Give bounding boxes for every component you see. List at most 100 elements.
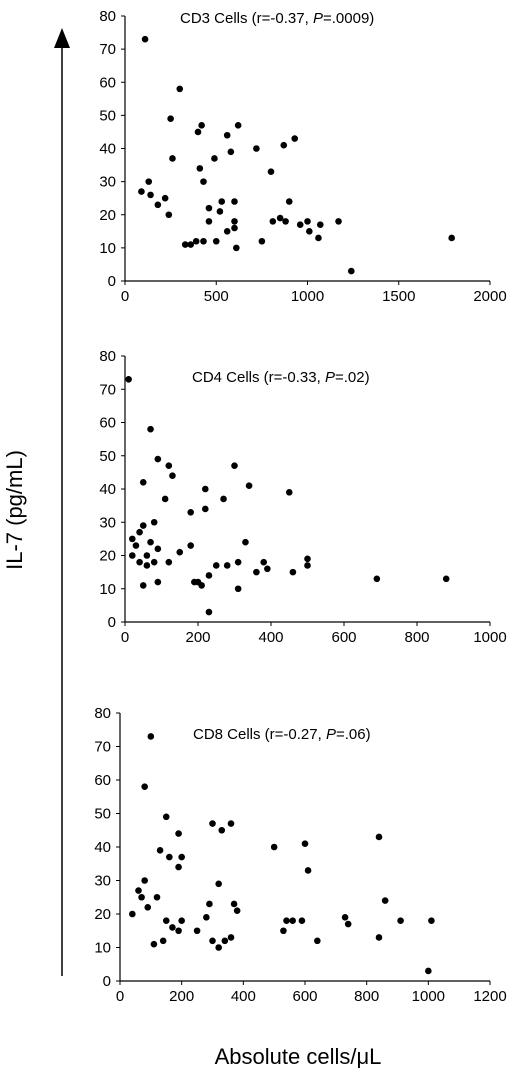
y-tick-label: 70 bbox=[99, 41, 116, 58]
data-point bbox=[167, 115, 174, 122]
data-point bbox=[215, 880, 222, 888]
y-tick-label: 30 bbox=[99, 514, 116, 531]
data-point bbox=[169, 155, 176, 162]
data-point bbox=[276, 214, 284, 222]
data-point bbox=[129, 535, 136, 543]
y-tick-label: 20 bbox=[94, 906, 111, 923]
title-p-symbol: P bbox=[313, 10, 323, 27]
data-point bbox=[316, 221, 324, 228]
data-point bbox=[215, 944, 222, 951]
x-tick-label: 1200 bbox=[473, 988, 506, 1005]
data-point bbox=[154, 578, 162, 586]
data-point bbox=[194, 128, 202, 136]
x-tick-label: 400 bbox=[231, 988, 256, 1005]
data-point bbox=[141, 783, 148, 790]
title-p-value: =.06) bbox=[336, 726, 371, 743]
data-point bbox=[335, 218, 342, 225]
y-tick-label: 10 bbox=[99, 581, 116, 598]
data-point bbox=[298, 917, 306, 924]
data-point bbox=[205, 218, 213, 225]
y-tick-label: 40 bbox=[99, 481, 116, 498]
y-tick-label: 20 bbox=[99, 548, 116, 565]
data-point bbox=[253, 145, 260, 152]
data-point bbox=[234, 122, 242, 129]
data-point bbox=[206, 900, 213, 908]
x-tick-label: 1500 bbox=[382, 288, 415, 305]
y-tick-label: 50 bbox=[94, 806, 111, 823]
data-point bbox=[227, 934, 235, 941]
panel-title: CD3 Cells (r=-0.37, P=.0009) bbox=[180, 10, 374, 27]
data-point bbox=[147, 538, 154, 546]
data-point bbox=[178, 917, 185, 924]
data-point bbox=[218, 198, 226, 205]
x-tick-label: 600 bbox=[292, 988, 317, 1005]
data-point bbox=[231, 462, 238, 470]
data-point bbox=[191, 578, 198, 586]
data-point bbox=[216, 208, 224, 215]
x-tick-label: 2000 bbox=[473, 288, 506, 305]
data-point bbox=[150, 518, 158, 526]
data-point bbox=[381, 897, 389, 904]
title-p-value: =.0009) bbox=[323, 10, 374, 27]
data-point bbox=[147, 425, 154, 433]
data-point bbox=[129, 552, 136, 559]
data-point bbox=[301, 840, 309, 847]
x-tick-label: 800 bbox=[404, 629, 429, 646]
data-point bbox=[283, 917, 290, 924]
data-point bbox=[205, 204, 213, 212]
data-point bbox=[315, 234, 322, 242]
x-tick-label: 0 bbox=[121, 629, 129, 646]
data-point bbox=[245, 482, 253, 489]
data-point bbox=[161, 194, 169, 202]
data-point bbox=[144, 904, 152, 911]
data-point bbox=[147, 191, 154, 199]
data-point bbox=[258, 237, 266, 245]
x-tick-label: 200 bbox=[185, 629, 210, 646]
data-point bbox=[139, 522, 147, 529]
data-point bbox=[304, 867, 312, 874]
data-point bbox=[348, 267, 355, 275]
y-tick-label: 60 bbox=[99, 74, 116, 91]
data-point bbox=[260, 558, 268, 566]
data-point bbox=[211, 155, 218, 162]
data-point bbox=[306, 228, 313, 235]
data-point bbox=[200, 178, 207, 185]
data-point bbox=[203, 914, 210, 921]
y-axis-arrow-head bbox=[54, 28, 70, 48]
x-tick-label: 0 bbox=[116, 988, 124, 1005]
data-point bbox=[289, 917, 296, 924]
data-point bbox=[138, 893, 145, 901]
data-point bbox=[285, 489, 293, 496]
data-point bbox=[139, 582, 147, 589]
x-tick-label: 1000 bbox=[412, 988, 445, 1005]
data-point bbox=[231, 224, 238, 232]
data-point bbox=[220, 495, 227, 503]
data-point bbox=[145, 178, 153, 185]
y-tick-label: 70 bbox=[99, 381, 116, 398]
data-point bbox=[397, 917, 404, 924]
data-point bbox=[161, 495, 169, 503]
data-point bbox=[231, 198, 238, 205]
data-point bbox=[135, 887, 142, 894]
data-point bbox=[169, 472, 176, 480]
data-point bbox=[209, 820, 216, 827]
data-point bbox=[187, 542, 194, 549]
data-point bbox=[280, 927, 287, 935]
data-point bbox=[154, 455, 162, 463]
y-tick-label: 50 bbox=[99, 107, 116, 124]
data-point bbox=[154, 201, 162, 209]
data-point bbox=[143, 552, 151, 559]
data-point bbox=[156, 847, 164, 854]
data-point bbox=[136, 528, 143, 536]
data-point bbox=[221, 937, 229, 945]
data-point bbox=[218, 826, 226, 834]
data-point bbox=[187, 508, 194, 516]
data-point bbox=[227, 820, 235, 827]
y-tick-label: 0 bbox=[108, 273, 116, 290]
data-point bbox=[150, 558, 158, 566]
data-point bbox=[198, 582, 205, 589]
y-tick-label: 50 bbox=[99, 448, 116, 465]
title-p-symbol: P bbox=[326, 726, 336, 743]
